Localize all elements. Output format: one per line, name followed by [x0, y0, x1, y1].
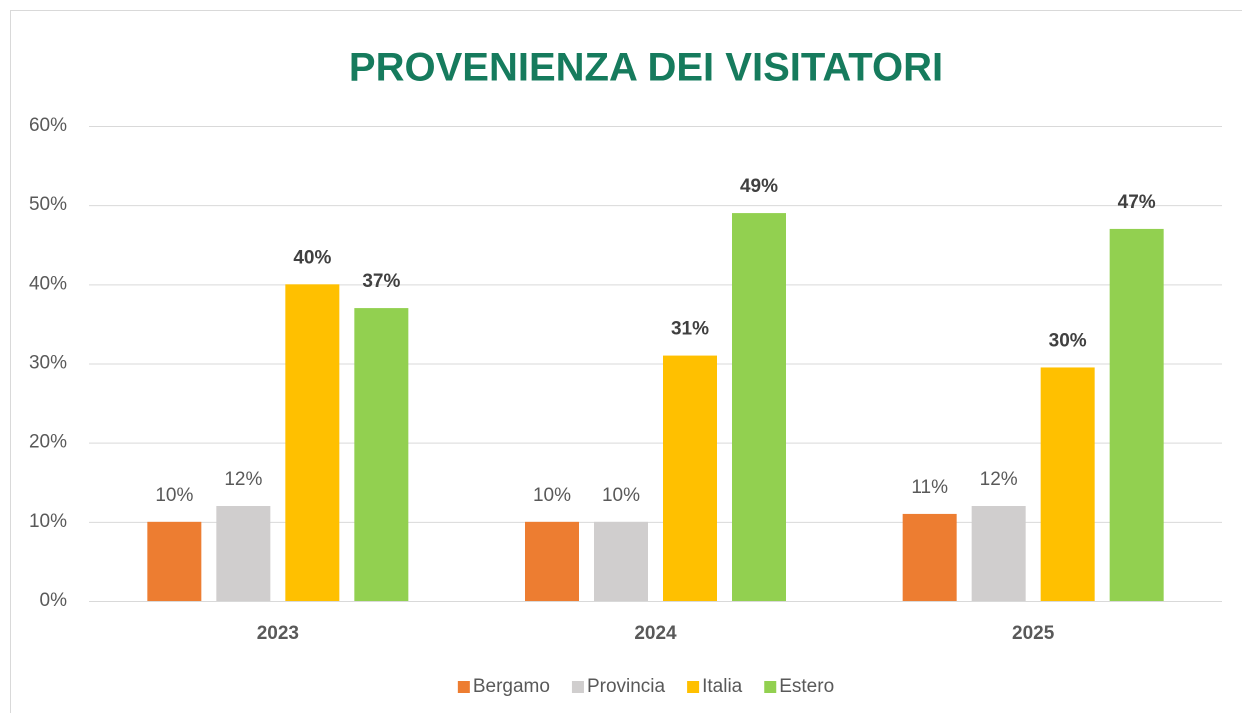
data-label: 12% [980, 469, 1018, 490]
bar [354, 308, 409, 601]
x-tick-label: 2023 [257, 623, 299, 644]
data-label: 40% [293, 247, 331, 268]
bar [732, 213, 786, 602]
y-tick-label: 50% [29, 194, 67, 215]
y-tick-label: 10% [29, 511, 67, 532]
x-tick-label: 2025 [1012, 623, 1055, 644]
bar [1040, 367, 1095, 601]
chart-border [10, 10, 1242, 713]
y-tick-label: 20% [29, 432, 67, 453]
legend-swatch [457, 681, 470, 693]
y-tick-label: 40% [29, 273, 67, 294]
chart-title: PROVENIENZA DEI VISITATORI [349, 46, 943, 90]
legend-label: Provincia [587, 676, 666, 697]
legend-swatch [687, 681, 700, 693]
data-label: 10% [602, 485, 640, 506]
legend-label: Italia [702, 676, 743, 697]
x-tick-label: 2024 [634, 623, 677, 644]
legend-label: Bergamo [473, 676, 550, 697]
bar [285, 284, 340, 601]
bar [594, 521, 648, 601]
bar [525, 521, 579, 601]
data-label: 12% [224, 469, 262, 490]
y-tick-label: 60% [29, 115, 67, 136]
legend-swatch [764, 681, 777, 693]
y-tick-label: 0% [40, 590, 68, 611]
data-label: 10% [533, 485, 571, 506]
bar [1109, 228, 1164, 601]
y-tick-label: 30% [29, 353, 67, 374]
legend-swatch [571, 681, 584, 693]
data-label: 10% [155, 485, 193, 506]
bar [663, 355, 717, 601]
bar [147, 521, 202, 601]
bar [971, 506, 1026, 601]
data-label: 11% [911, 477, 948, 498]
data-label: 31% [671, 319, 709, 340]
legend-label: Estero [779, 676, 834, 697]
bar [216, 506, 271, 601]
bar [902, 513, 957, 601]
data-label: 37% [362, 271, 400, 292]
data-label: 30% [1049, 330, 1087, 351]
data-label: 47% [1118, 192, 1156, 213]
data-label: 49% [740, 176, 778, 197]
